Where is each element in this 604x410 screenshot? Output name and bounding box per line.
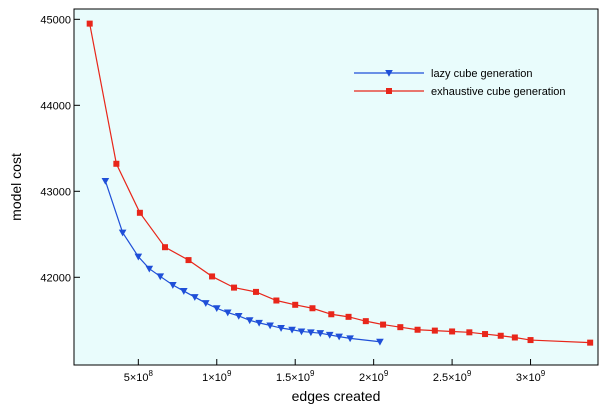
data-point bbox=[113, 160, 120, 167]
x-axis-title: edges created bbox=[292, 388, 381, 404]
series-1 bbox=[86, 20, 594, 346]
x-tick-label: 2.5×109 bbox=[433, 369, 472, 384]
legend-label: exhaustive cube generation bbox=[431, 86, 566, 98]
y-tick-label: 44000 bbox=[40, 100, 71, 112]
data-point bbox=[156, 273, 165, 281]
data-point bbox=[449, 328, 456, 335]
data-point bbox=[397, 324, 404, 331]
x-tick-label: 1×109 bbox=[202, 369, 232, 384]
data-point bbox=[288, 326, 296, 334]
data-point bbox=[118, 229, 127, 237]
x-tick-label: 5×108 bbox=[124, 369, 154, 384]
data-point bbox=[86, 20, 93, 27]
data-point bbox=[255, 319, 263, 327]
plot-background bbox=[74, 9, 598, 365]
data-point bbox=[466, 329, 473, 336]
legend-marker bbox=[386, 88, 392, 94]
plot-frame bbox=[73, 8, 599, 366]
y-axis-title: model cost bbox=[8, 153, 24, 221]
data-point bbox=[185, 257, 192, 264]
data-point bbox=[136, 209, 143, 216]
y-tick-label: 45000 bbox=[40, 14, 71, 26]
data-point bbox=[376, 338, 384, 346]
data-point bbox=[191, 294, 199, 301]
data-point bbox=[511, 334, 518, 341]
data-point bbox=[346, 335, 354, 343]
data-point bbox=[307, 329, 315, 337]
data-point bbox=[223, 309, 232, 317]
data-point bbox=[201, 300, 210, 307]
data-point bbox=[169, 282, 177, 289]
data-point bbox=[325, 331, 334, 339]
series-0 bbox=[101, 177, 384, 346]
data-point bbox=[362, 318, 369, 325]
data-point bbox=[134, 253, 143, 261]
legend-label: lazy cube generation bbox=[431, 68, 533, 80]
data-point bbox=[587, 339, 594, 346]
y-tick-label: 42000 bbox=[40, 272, 71, 284]
data-point bbox=[145, 265, 154, 273]
data-point bbox=[345, 313, 352, 320]
x-tick-label: 2×109 bbox=[359, 369, 389, 384]
data-point bbox=[209, 273, 216, 280]
data-point bbox=[497, 332, 504, 339]
data-point bbox=[335, 333, 343, 341]
data-point bbox=[234, 312, 243, 320]
data-point bbox=[431, 327, 438, 334]
legend-item: lazy cube generation bbox=[354, 68, 533, 80]
y-axis: 42000 43000 44000 45000 bbox=[40, 14, 80, 284]
data-point bbox=[309, 305, 316, 312]
data-point bbox=[482, 331, 489, 338]
data-point bbox=[328, 311, 335, 318]
x-tick-label: 1.5×109 bbox=[276, 369, 315, 384]
data-point bbox=[277, 325, 285, 332]
data-point bbox=[212, 305, 221, 313]
data-point bbox=[527, 337, 534, 344]
data-point bbox=[231, 284, 238, 291]
data-point bbox=[180, 288, 188, 295]
legend-item: exhaustive cube generation bbox=[354, 86, 566, 98]
data-point bbox=[245, 317, 254, 325]
data-point bbox=[161, 244, 168, 251]
data-point bbox=[266, 322, 274, 330]
x-axis: 5×108 1×109 1.5×109 2×109 2.5×109 3×109 bbox=[124, 359, 546, 384]
data-point bbox=[292, 301, 299, 308]
x-tick-label: 3×109 bbox=[516, 369, 546, 384]
data-point bbox=[316, 330, 325, 337]
legend: lazy cube generation exhaustive cube gene… bbox=[354, 68, 566, 98]
legend-marker bbox=[385, 70, 393, 77]
y-tick-label: 43000 bbox=[40, 186, 71, 198]
data-point bbox=[414, 326, 421, 333]
data-point bbox=[380, 321, 387, 328]
data-point bbox=[273, 297, 280, 304]
series-layer bbox=[86, 20, 594, 346]
data-point bbox=[101, 177, 110, 185]
data-point bbox=[252, 288, 259, 295]
data-point bbox=[297, 328, 306, 336]
